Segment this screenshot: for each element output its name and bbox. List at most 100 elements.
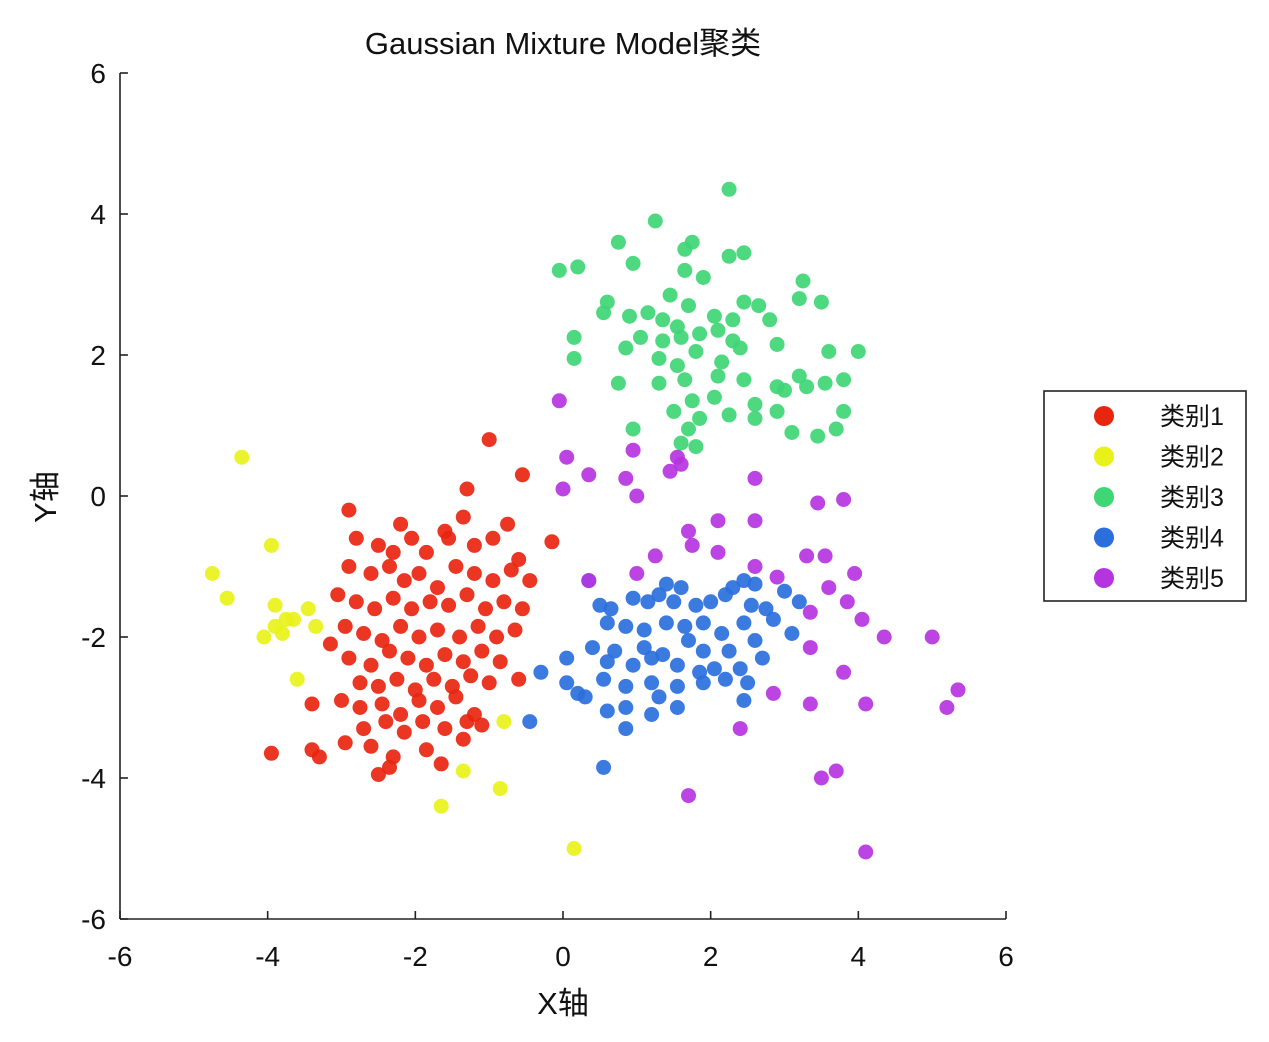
data-point <box>858 696 874 712</box>
legend-box <box>1043 390 1247 602</box>
data-point <box>263 745 279 761</box>
legend-label: 类别5 <box>1160 565 1224 593</box>
data-point <box>681 633 696 648</box>
y-tick-label: -2 <box>81 622 106 653</box>
data-point <box>669 700 685 715</box>
data-point <box>695 270 711 285</box>
data-point <box>481 432 497 448</box>
data-point <box>356 626 372 641</box>
data-point <box>485 530 501 546</box>
data-point <box>706 661 722 677</box>
data-point <box>795 273 811 289</box>
data-point <box>655 312 671 328</box>
series-5 <box>551 393 966 860</box>
data-point <box>618 618 634 634</box>
data-point <box>404 530 420 546</box>
data-point <box>802 604 818 620</box>
data-point <box>651 351 667 366</box>
data-point <box>463 668 479 684</box>
data-point <box>466 566 482 581</box>
data-point <box>828 763 844 779</box>
data-point <box>695 675 711 691</box>
legend-marker <box>1094 527 1114 548</box>
data-point <box>433 756 449 772</box>
data-point <box>647 213 663 229</box>
data-point <box>765 685 781 701</box>
data-point <box>784 626 800 641</box>
data-point <box>725 312 741 328</box>
data-point <box>747 633 763 648</box>
data-point <box>219 590 235 606</box>
data-point <box>813 770 829 786</box>
data-point <box>455 731 471 747</box>
data-point <box>681 523 696 539</box>
data-point <box>754 650 770 666</box>
series-2 <box>204 449 582 856</box>
data-point <box>274 626 290 641</box>
data-point <box>625 421 641 437</box>
data-point <box>581 573 597 589</box>
data-point <box>618 340 634 356</box>
data-point <box>640 305 656 321</box>
data-point <box>717 587 733 603</box>
legend-label: 类别1 <box>1160 403 1224 431</box>
data-point <box>341 502 357 518</box>
data-point <box>267 597 283 613</box>
data-point <box>633 329 648 345</box>
data-point <box>382 559 397 574</box>
data-point <box>817 548 833 564</box>
data-point <box>677 262 693 278</box>
data-point <box>363 566 379 581</box>
data-point <box>599 654 615 670</box>
data-point <box>706 308 722 324</box>
data-point <box>559 449 575 465</box>
data-point <box>330 587 346 603</box>
data-point <box>514 467 530 483</box>
data-point <box>647 548 663 564</box>
data-point <box>717 671 733 687</box>
data-point <box>743 597 759 613</box>
data-point <box>706 389 722 405</box>
x-tick-label: 6 <box>998 941 1014 972</box>
data-point <box>721 248 737 264</box>
x-tick-label: 0 <box>555 941 571 972</box>
data-point <box>847 566 863 581</box>
data-point <box>370 537 386 553</box>
data-point <box>396 573 412 589</box>
data-point <box>474 643 490 659</box>
data-point <box>710 368 726 384</box>
data-point <box>514 601 530 617</box>
y-tick-label: 6 <box>90 58 106 89</box>
data-point <box>950 682 966 698</box>
data-point <box>769 569 785 585</box>
data-point <box>551 262 567 278</box>
data-point <box>610 375 626 391</box>
data-point <box>732 661 748 677</box>
data-point <box>596 671 612 687</box>
data-point <box>758 601 774 617</box>
data-point <box>736 615 752 631</box>
data-point <box>721 643 737 659</box>
data-point <box>924 629 940 645</box>
data-point <box>418 657 434 673</box>
data-point <box>599 703 615 719</box>
data-point <box>736 294 752 310</box>
data-point <box>662 463 678 479</box>
data-point <box>522 573 538 589</box>
series-1 <box>263 432 560 782</box>
data-point <box>817 375 833 391</box>
data-point <box>544 534 560 550</box>
data-point <box>474 717 490 733</box>
data-point <box>452 629 468 645</box>
data-point <box>777 382 792 398</box>
y-axis-label: Y轴 <box>28 471 63 523</box>
data-point <box>747 410 763 426</box>
data-point <box>418 544 434 560</box>
series-4 <box>522 573 807 775</box>
data-point <box>374 633 390 648</box>
data-point <box>437 721 453 737</box>
legend-marker <box>1094 487 1114 507</box>
data-point <box>669 358 685 374</box>
data-point <box>418 742 434 758</box>
data-point <box>802 640 818 656</box>
